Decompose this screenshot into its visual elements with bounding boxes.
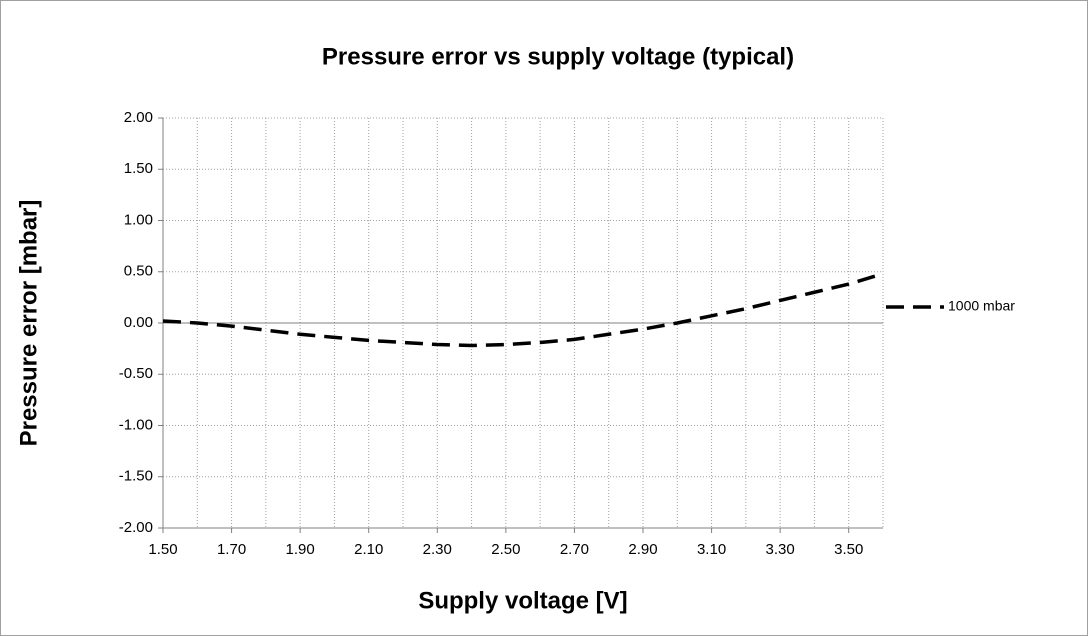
y-tick-label: 0.50 bbox=[124, 263, 153, 280]
x-tick-label: 1.50 bbox=[148, 541, 177, 558]
x-tick-label: 2.50 bbox=[491, 541, 520, 558]
x-tick-label: 2.70 bbox=[560, 541, 589, 558]
x-tick-label: 2.30 bbox=[423, 541, 452, 558]
y-tick-label: -2.00 bbox=[119, 519, 153, 536]
data-line bbox=[162, 272, 884, 348]
y-tick-label: 1.00 bbox=[124, 211, 153, 228]
y-tick-label: 1.50 bbox=[124, 160, 153, 177]
y-tick-label: 0.00 bbox=[124, 314, 153, 331]
x-tick-label: 3.30 bbox=[766, 541, 795, 558]
x-axis-label: Supply voltage [V] bbox=[418, 587, 627, 614]
chart-title: Pressure error vs supply voltage (typica… bbox=[322, 43, 794, 70]
legend-label: 1000 mbar bbox=[948, 298, 1015, 314]
y-tick-label: -1.00 bbox=[119, 416, 153, 433]
y-tick-label: -1.50 bbox=[119, 468, 153, 485]
x-tick-label: 2.10 bbox=[354, 541, 383, 558]
x-tick-label: 3.10 bbox=[697, 541, 726, 558]
y-axis-label: Pressure error [mbar] bbox=[15, 200, 42, 447]
x-tick-label: 1.90 bbox=[286, 541, 315, 558]
y-tick-label: 2.00 bbox=[124, 109, 153, 126]
y-tick-label: -0.50 bbox=[119, 365, 153, 382]
x-tick-label: 2.90 bbox=[628, 541, 657, 558]
x-tick-label: 3.50 bbox=[834, 541, 863, 558]
x-tick-label: 1.70 bbox=[217, 541, 246, 558]
